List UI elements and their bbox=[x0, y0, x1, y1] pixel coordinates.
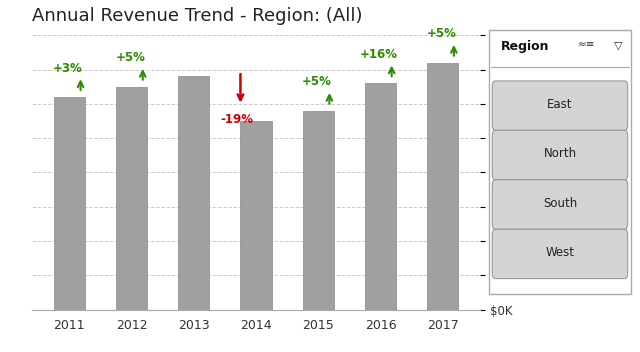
Text: +5%: +5% bbox=[426, 27, 456, 40]
Bar bbox=[365, 83, 396, 310]
Text: +5%: +5% bbox=[115, 51, 145, 64]
Bar bbox=[241, 121, 271, 310]
Bar bbox=[427, 63, 458, 310]
Text: ▽: ▽ bbox=[614, 40, 623, 50]
Bar bbox=[303, 111, 334, 310]
Text: +16%: +16% bbox=[360, 48, 398, 61]
FancyBboxPatch shape bbox=[492, 81, 628, 130]
Bar bbox=[54, 97, 85, 310]
Text: +5%: +5% bbox=[302, 75, 332, 88]
Text: West: West bbox=[545, 246, 575, 259]
Bar bbox=[116, 87, 147, 310]
Text: Region: Region bbox=[501, 40, 550, 53]
Text: South: South bbox=[543, 197, 577, 209]
Text: -19%: -19% bbox=[221, 113, 254, 126]
Text: ≈≡: ≈≡ bbox=[578, 39, 595, 49]
FancyBboxPatch shape bbox=[492, 229, 628, 279]
FancyBboxPatch shape bbox=[492, 180, 628, 229]
FancyBboxPatch shape bbox=[490, 30, 630, 294]
Text: East: East bbox=[547, 98, 573, 111]
Text: Annual Revenue Trend - Region: (All): Annual Revenue Trend - Region: (All) bbox=[32, 7, 362, 25]
FancyBboxPatch shape bbox=[492, 130, 628, 180]
Text: North: North bbox=[543, 147, 577, 160]
Text: +3%: +3% bbox=[53, 62, 83, 75]
Bar bbox=[178, 76, 209, 310]
